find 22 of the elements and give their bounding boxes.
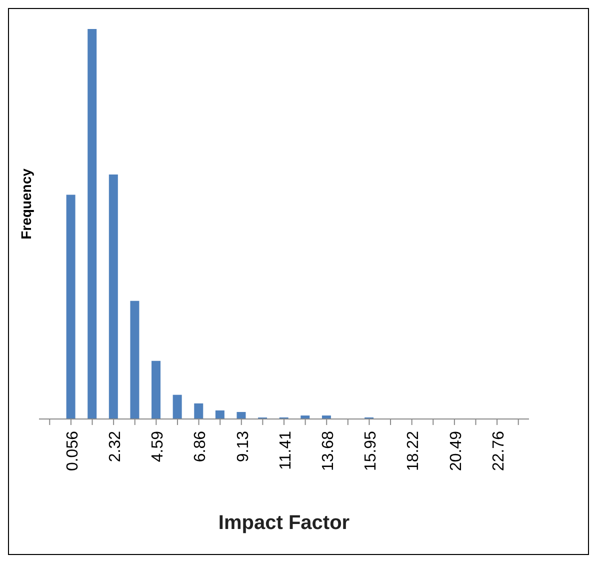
bar [215, 410, 224, 419]
x-tick-label: 4.59 [150, 430, 167, 462]
bar [236, 412, 246, 419]
x-tick-label: 0.056 [64, 430, 82, 472]
x-tick-label: 2.32 [106, 430, 124, 462]
bar [88, 29, 97, 419]
x-tick-label: 18.22 [405, 430, 422, 472]
bar [66, 194, 76, 419]
x-tick-label: 13.68 [320, 430, 337, 472]
x-tick-label: 20.49 [448, 430, 465, 472]
x-tick-label: 22.76 [490, 430, 508, 472]
x-tick-label: 15.95 [362, 430, 380, 472]
bar [152, 360, 161, 419]
bar [130, 300, 140, 419]
bar [172, 394, 182, 419]
x-tick-label: 9.13 [234, 430, 252, 462]
x-axis-title: Impact Factor [218, 512, 350, 534]
x-tick-label: 6.86 [192, 430, 210, 462]
bar [108, 174, 118, 419]
y-axis-title: Frequency [18, 168, 34, 240]
x-tick-label: 11.41 [277, 430, 294, 470]
bar [194, 403, 204, 419]
